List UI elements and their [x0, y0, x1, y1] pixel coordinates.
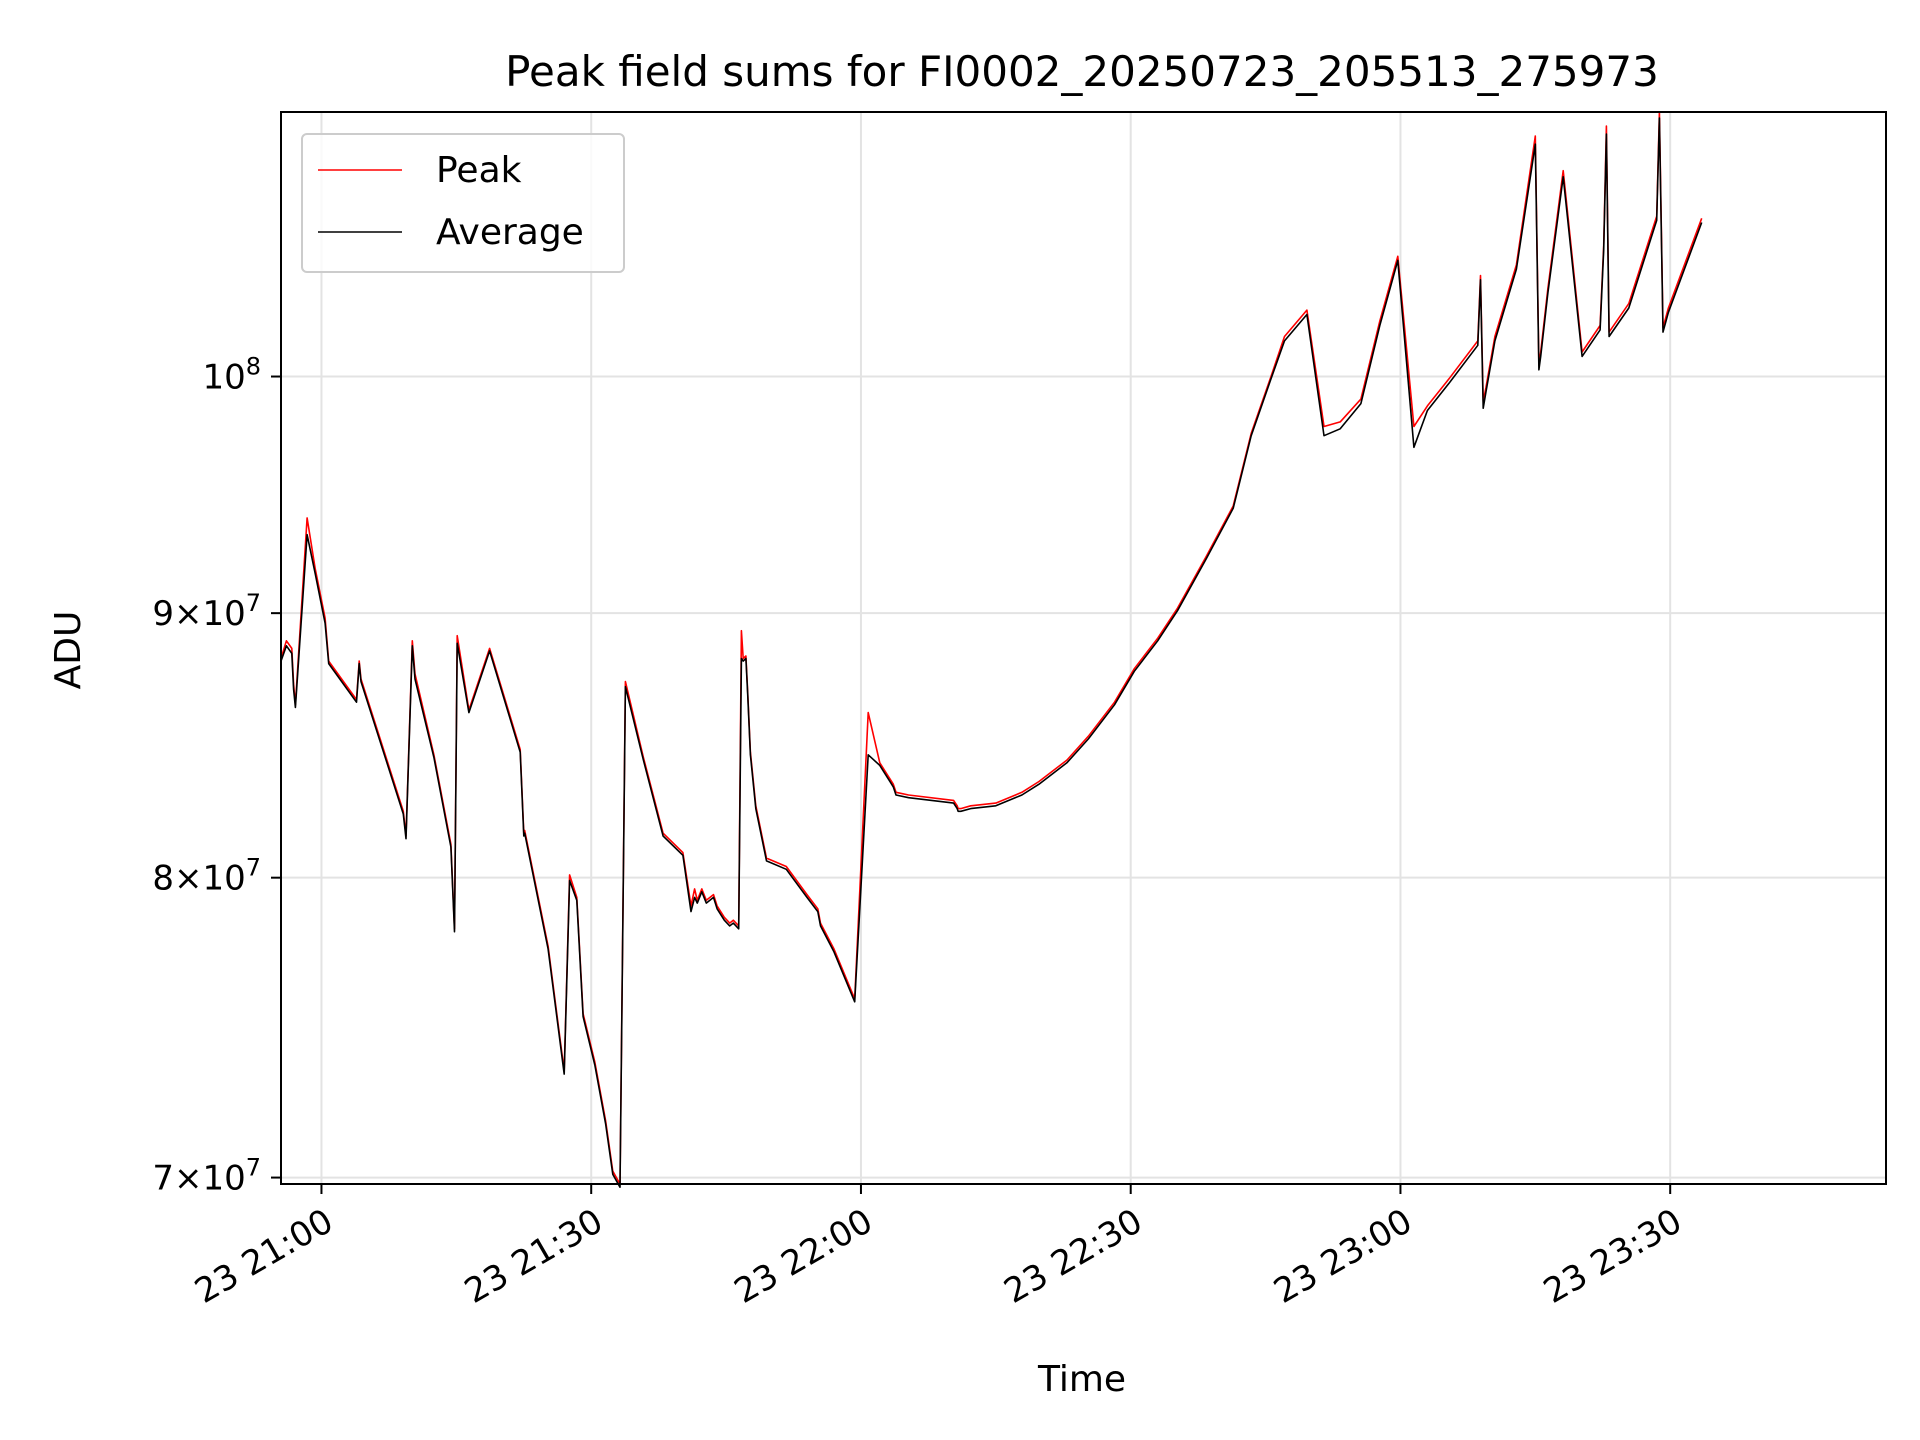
y-tick-sep: × — [174, 859, 203, 899]
y-axis-label: ADU — [48, 611, 89, 690]
series-lines — [280, 111, 1703, 1188]
chart-title: Peak field sums for FI0002_20250723_2055… — [505, 47, 1659, 96]
legend: Peak Average — [301, 133, 625, 273]
y-tick-base: 10 — [202, 358, 245, 398]
y-tick-label: 9×107 — [152, 589, 261, 634]
y-tick-base: 10 — [202, 594, 245, 634]
plot-frame — [280, 111, 1887, 1185]
y-tick-mantissa: 7 — [152, 1159, 174, 1199]
legend-label-average: Average — [436, 212, 584, 253]
legend-label-peak: Peak — [436, 150, 522, 191]
y-tick-exponent: 7 — [246, 854, 261, 882]
y-tick-exponent: 8 — [246, 353, 261, 381]
legend-box — [301, 133, 625, 273]
y-tick-label: 7×107 — [152, 1154, 261, 1199]
y-tick-label: 8×107 — [152, 854, 261, 899]
y-tick-sep: × — [174, 1159, 203, 1199]
series-line-average — [280, 117, 1703, 1188]
y-tick-exponent: 7 — [246, 1154, 261, 1182]
y-tick-base: 10 — [202, 1159, 245, 1199]
y-tick-mantissa: 9 — [152, 594, 174, 634]
grid — [281, 112, 1886, 1184]
x-axis-label: Time — [1037, 1359, 1126, 1400]
y-tick-sep: × — [174, 594, 203, 634]
y-tick-mantissa: 8 — [152, 859, 174, 899]
y-tick-base: 10 — [202, 859, 245, 899]
y-tick-label: 108 — [202, 353, 261, 398]
y-tick-exponent: 7 — [246, 589, 261, 617]
